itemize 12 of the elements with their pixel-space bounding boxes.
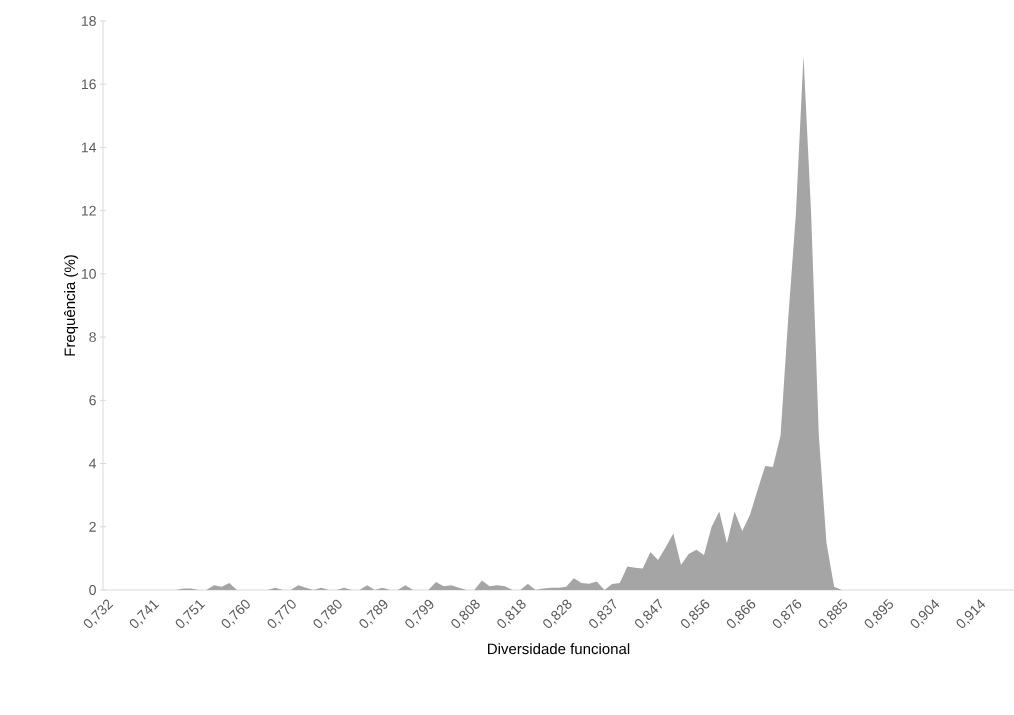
- y-tick-label: 2: [89, 521, 96, 532]
- y-tick-label: 16: [81, 79, 96, 90]
- y-tick-label: 8: [89, 332, 96, 343]
- y-tick-label: 12: [81, 205, 96, 216]
- y-tick-label: 0: [89, 585, 96, 595]
- x-axis-title: Diversidade funcional: [488, 643, 630, 655]
- y-tick-label: 10: [81, 268, 96, 279]
- y-tick-label: 4: [89, 458, 97, 469]
- y-tick-label: 6: [89, 395, 96, 406]
- y-tick-label: 18: [81, 16, 96, 26]
- y-tick-label: 14: [81, 142, 97, 153]
- y-axis-title: Frequência (%): [64, 255, 79, 356]
